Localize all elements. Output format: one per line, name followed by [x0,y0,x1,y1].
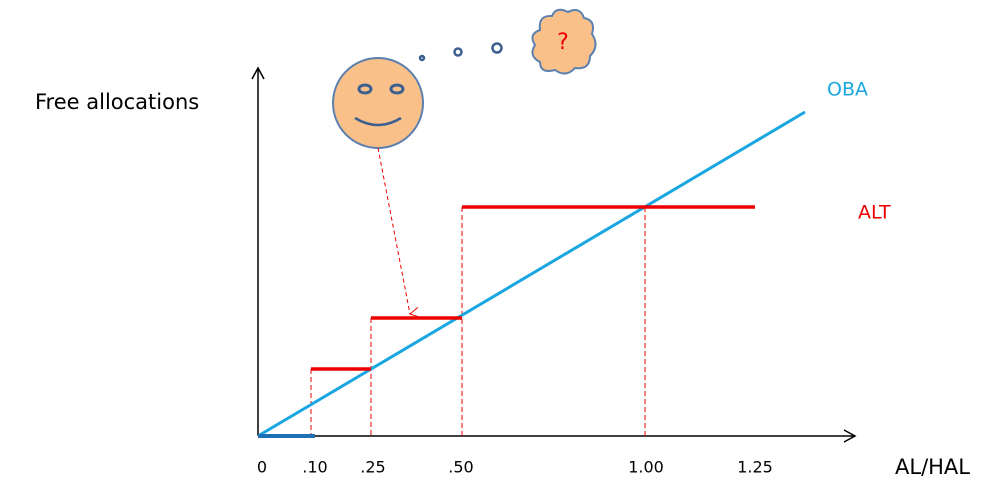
series-label: OBA [827,79,868,101]
y-axis-label: Free allocations [35,90,199,114]
x-tick-label: 0 [257,458,267,477]
x-tick-label: .50 [448,458,473,477]
dashed-guides [311,207,645,436]
thought-arrow [378,148,410,314]
x-axis-label: AL/HAL [895,455,970,479]
x-tick-labels: 0 .10 .25 .50 1.00 1.25 [257,458,773,477]
x-tick-label: .10 [302,458,327,477]
alt-steps [311,207,755,369]
smiley-face [333,58,423,148]
series-label: ALT [858,202,891,224]
x-tick-label: 1.25 [737,458,773,477]
diagram: ? Free allocations AL/HAL OBA ALT 0 .10 … [0,0,1000,486]
x-tick-label: .25 [360,458,385,477]
thought-text: ? [557,30,569,55]
thought-dots [420,44,502,61]
oba-line [258,112,805,436]
x-tick-label: 1.00 [628,458,664,477]
